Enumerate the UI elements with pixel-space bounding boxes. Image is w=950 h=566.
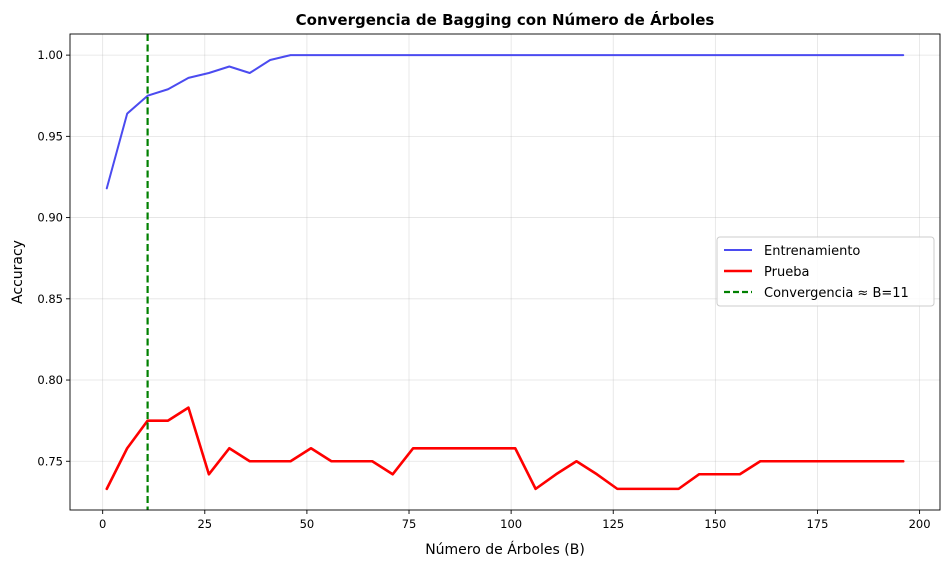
- x-tick-label: 75: [402, 517, 417, 531]
- plot-series: [105, 34, 905, 510]
- y-tick-label: 1.00: [37, 48, 63, 62]
- legend-label: Prueba: [764, 265, 809, 280]
- legend-label: Entrenamiento: [764, 244, 860, 259]
- chart-title: Convergencia de Bagging con Número de Ár…: [296, 10, 715, 29]
- y-tick-label: 0.85: [37, 292, 63, 306]
- plot-frame: [69, 33, 941, 511]
- axes: 0 25 50 75 100 125 150 175 200 0.75 0.80 0.85 0.90 0.…: [37, 33, 941, 531]
- legend-entry-entrenamiento: Entrenamiento: [724, 244, 860, 259]
- y-tick-label: 0.75: [37, 454, 63, 468]
- x-tick-label: 200: [909, 517, 931, 531]
- y-tick-label: 0.80: [37, 373, 63, 387]
- y-tick-label: 0.90: [37, 211, 63, 225]
- y-tick-label: 0.95: [37, 129, 63, 143]
- x-tick-label: 125: [602, 517, 624, 531]
- legend-label: Convergencia ≈ B=11: [764, 286, 909, 301]
- y-axis-label: Accuracy: [10, 240, 26, 304]
- series-line-entrenamiento: [105, 54, 905, 190]
- legend-entry-convergencia: Convergencia ≈ B=11: [724, 286, 909, 301]
- series-line-prueba: [105, 406, 905, 491]
- legend-entry-prueba: Prueba: [724, 265, 809, 280]
- x-tick-label: 100: [500, 517, 522, 531]
- legend-box: [716, 236, 935, 307]
- x-axis-label: Número de Árboles (B): [425, 541, 585, 558]
- x-tick-label: 0: [99, 517, 106, 531]
- legend: Entrenamiento Prueba Convergencia ≈ B=11: [716, 236, 935, 307]
- x-tick-label: 150: [704, 517, 726, 531]
- x-tick-label: 175: [806, 517, 828, 531]
- x-tick-label: 25: [197, 517, 212, 531]
- x-tick-label: 50: [300, 517, 315, 531]
